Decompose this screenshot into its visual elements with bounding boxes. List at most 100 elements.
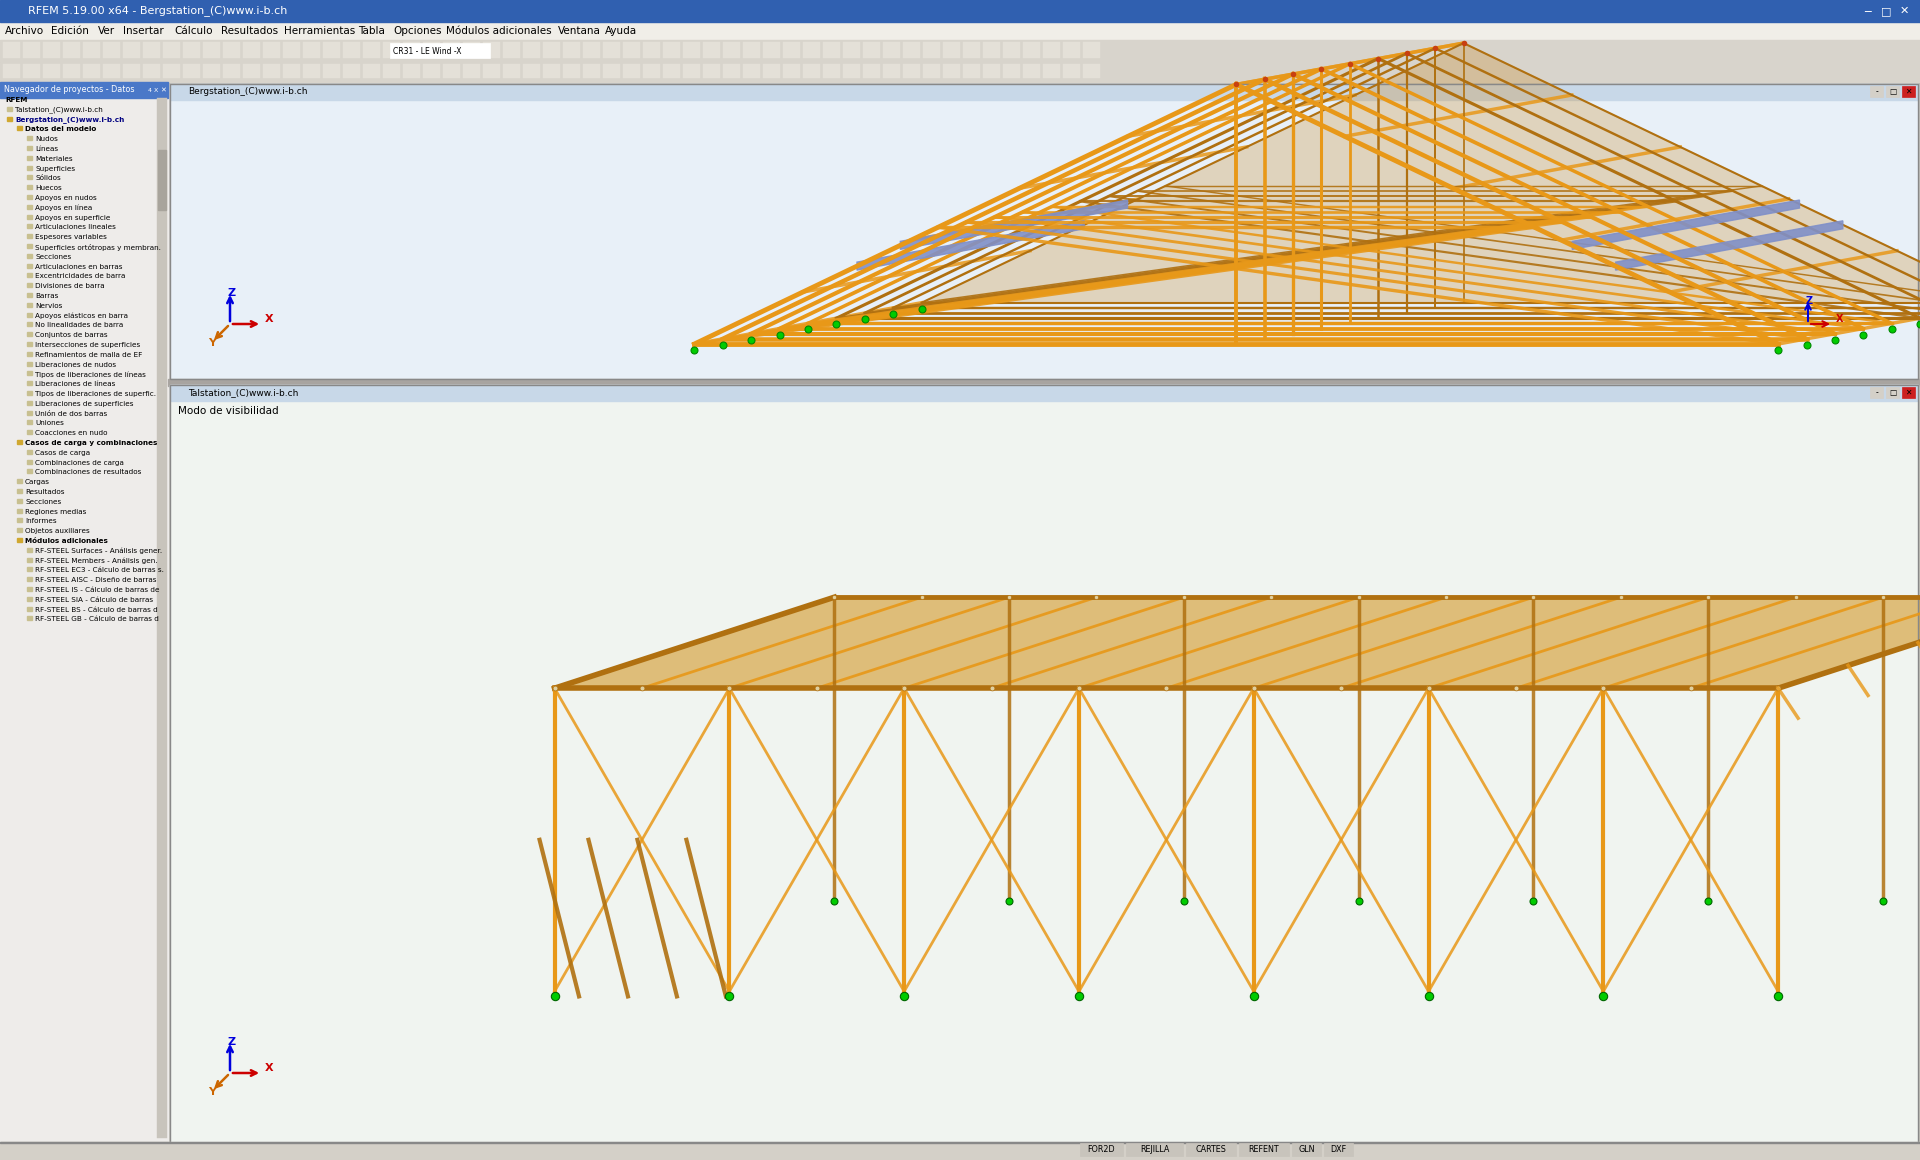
Bar: [8, 107, 12, 111]
Text: RFEM 5.19.00 x64 - Bergstation_(C)www.i-b.ch: RFEM 5.19.00 x64 - Bergstation_(C)www.i-…: [29, 6, 288, 16]
Bar: [344, 42, 361, 58]
Bar: [382, 64, 399, 78]
Bar: [23, 42, 40, 58]
Bar: [182, 42, 200, 58]
Bar: [1238, 1143, 1288, 1157]
Bar: [662, 64, 680, 78]
Bar: [4, 64, 19, 78]
Bar: [27, 155, 33, 160]
Bar: [27, 195, 33, 200]
Bar: [862, 64, 879, 78]
Text: Talstation_(C)www.i-b.ch: Talstation_(C)www.i-b.ch: [188, 389, 298, 398]
Bar: [27, 548, 33, 552]
Bar: [390, 43, 490, 58]
Bar: [27, 234, 33, 238]
Bar: [1187, 1143, 1236, 1157]
Text: ✕: ✕: [159, 87, 165, 93]
Text: □: □: [1889, 87, 1897, 96]
Text: Apoyos en nudos: Apoyos en nudos: [35, 195, 96, 201]
Text: Nudos: Nudos: [35, 136, 58, 143]
Bar: [17, 538, 21, 542]
Bar: [27, 567, 33, 572]
Bar: [27, 596, 33, 601]
Bar: [803, 64, 820, 78]
Bar: [643, 64, 660, 78]
Bar: [171, 84, 1918, 379]
Text: X: X: [265, 314, 275, 324]
Bar: [27, 411, 33, 414]
Text: □: □: [1889, 387, 1897, 397]
Text: Z: Z: [227, 288, 234, 298]
Text: -: -: [1876, 387, 1878, 397]
Bar: [27, 215, 33, 218]
Text: Apoyos en línea: Apoyos en línea: [35, 204, 92, 211]
Polygon shape: [1572, 200, 1799, 249]
Text: REFENT: REFENT: [1248, 1145, 1279, 1154]
Bar: [27, 244, 33, 248]
Bar: [1325, 1143, 1354, 1157]
Text: Barras: Barras: [35, 293, 58, 299]
Text: Opciones: Opciones: [394, 26, 442, 36]
Text: Uniones: Uniones: [35, 420, 63, 427]
Bar: [27, 332, 33, 336]
Bar: [88, 1143, 127, 1157]
Polygon shape: [1615, 220, 1843, 270]
Text: No linealidades de barra: No linealidades de barra: [35, 322, 123, 328]
Bar: [104, 42, 119, 58]
Bar: [27, 263, 33, 268]
Bar: [204, 64, 221, 78]
Bar: [27, 391, 33, 396]
Polygon shape: [856, 220, 1085, 270]
Bar: [171, 385, 1918, 1143]
Bar: [1002, 42, 1020, 58]
Bar: [883, 64, 900, 78]
Text: RF-STEEL Members - Análisis gen.: RF-STEEL Members - Análisis gen.: [35, 557, 157, 564]
Text: Apoyos elásticos en barra: Apoyos elásticos en barra: [35, 312, 129, 319]
Text: Herramientas: Herramientas: [284, 26, 355, 36]
Bar: [843, 42, 860, 58]
Bar: [724, 64, 739, 78]
Text: Combinaciones de resultados: Combinaciones de resultados: [35, 470, 142, 476]
Text: RF-STEEL AISC - Diseño de barras: RF-STEEL AISC - Diseño de barras: [35, 578, 157, 583]
Bar: [171, 84, 1918, 379]
Bar: [622, 42, 639, 58]
Bar: [0, 0, 1920, 22]
Bar: [171, 84, 1918, 100]
Text: Cálculo: Cálculo: [175, 26, 213, 36]
Bar: [27, 616, 33, 621]
Text: Materiales: Materiales: [35, 155, 73, 161]
Bar: [403, 64, 420, 78]
Bar: [703, 42, 720, 58]
Text: Navegador de proyectos - Datos: Navegador de proyectos - Datos: [4, 86, 134, 94]
Bar: [743, 64, 760, 78]
Bar: [27, 351, 33, 356]
Polygon shape: [555, 597, 1920, 688]
Bar: [142, 42, 159, 58]
Bar: [1079, 1143, 1123, 1157]
Bar: [83, 64, 100, 78]
Bar: [643, 42, 660, 58]
Text: Excentricidades de barra: Excentricidades de barra: [35, 274, 125, 280]
Bar: [724, 42, 739, 58]
Text: Objetos auxiliares: Objetos auxiliares: [25, 528, 90, 535]
Text: Resultados: Resultados: [25, 490, 65, 495]
Bar: [1885, 86, 1899, 97]
Text: Conjuntos de barras: Conjuntos de barras: [35, 332, 108, 339]
Bar: [17, 490, 21, 493]
Bar: [27, 587, 33, 590]
Bar: [762, 42, 780, 58]
Bar: [27, 558, 33, 561]
Bar: [0, 82, 169, 97]
Bar: [182, 64, 200, 78]
Bar: [323, 64, 340, 78]
Bar: [363, 64, 380, 78]
Bar: [23, 64, 40, 78]
Bar: [344, 64, 361, 78]
Text: Tipos de liberaciones de superfic.: Tipos de liberaciones de superfic.: [35, 391, 156, 397]
Bar: [27, 362, 33, 365]
Text: Ayuda: Ayuda: [605, 26, 637, 36]
Bar: [27, 450, 33, 454]
Bar: [263, 64, 280, 78]
Text: Z: Z: [227, 1037, 234, 1047]
Bar: [17, 499, 21, 502]
